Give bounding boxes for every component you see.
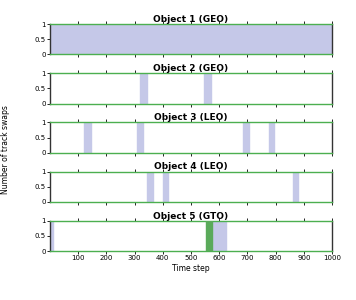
Title: Object 5 (GTO): Object 5 (GTO) bbox=[153, 212, 229, 220]
Bar bbox=[293, 172, 298, 202]
Title: Object 2 (GEO): Object 2 (GEO) bbox=[153, 64, 229, 73]
Bar bbox=[206, 221, 212, 251]
Bar bbox=[140, 73, 147, 104]
Bar bbox=[50, 221, 53, 251]
Bar bbox=[212, 221, 226, 251]
Bar bbox=[147, 172, 153, 202]
Title: Object 1 (GEO): Object 1 (GEO) bbox=[153, 15, 229, 24]
Bar bbox=[163, 172, 168, 202]
Bar bbox=[243, 122, 249, 153]
Title: Object 4 (LEO): Object 4 (LEO) bbox=[154, 163, 228, 172]
Title: Object 3 (LEO): Object 3 (LEO) bbox=[154, 113, 228, 122]
Bar bbox=[204, 73, 211, 104]
Bar bbox=[84, 122, 91, 153]
X-axis label: Time step: Time step bbox=[172, 264, 210, 273]
Bar bbox=[268, 122, 274, 153]
Bar bbox=[137, 122, 143, 153]
Text: Number of track swaps: Number of track swaps bbox=[1, 106, 10, 194]
